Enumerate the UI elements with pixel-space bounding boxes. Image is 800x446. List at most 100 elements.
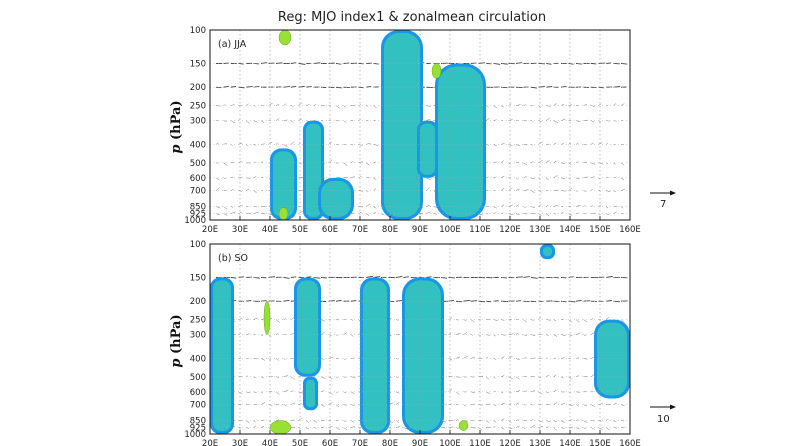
wind-vector — [245, 86, 253, 88]
wind-vector — [515, 62, 523, 64]
wind-vector — [275, 332, 279, 335]
wind-vector — [493, 206, 497, 209]
wind-vector — [230, 104, 235, 106]
wind-vector — [320, 390, 324, 393]
x-tick-label: 40E — [262, 439, 278, 446]
wind-vector — [290, 376, 295, 380]
wind-vector — [245, 103, 249, 106]
wind-vector — [575, 419, 579, 421]
wind-vector — [493, 176, 497, 179]
wind-vector — [613, 403, 617, 405]
wind-vector — [508, 103, 512, 106]
wind-vector — [448, 333, 452, 335]
wind-vector — [613, 190, 617, 193]
wind-vector — [575, 319, 580, 323]
wind-vector — [335, 63, 342, 65]
wind-vector — [268, 102, 273, 106]
wind-vector — [253, 425, 257, 428]
wind-vector — [343, 420, 346, 422]
wind-vector — [290, 390, 294, 393]
wind-vector — [328, 376, 333, 379]
x-tick-label: 150E — [589, 439, 611, 446]
wind-vector — [575, 332, 581, 335]
wind-vector — [380, 213, 385, 216]
y-tick-label: 700 — [190, 401, 206, 411]
y-tick-label: 250 — [190, 102, 206, 112]
wind-vector — [350, 376, 356, 378]
wind-vector — [253, 144, 257, 146]
wind-vector — [560, 334, 566, 336]
y-tick-label: 400 — [190, 140, 206, 150]
wind-vector — [350, 404, 355, 406]
wind-vector — [620, 162, 625, 166]
wind-vector — [508, 403, 511, 405]
y-axis-label-jja: p (hPa) — [169, 100, 184, 153]
wind-vector — [500, 334, 506, 336]
wind-vector — [448, 300, 455, 302]
wind-vector — [358, 86, 364, 89]
x-tick-label: 30E — [232, 439, 248, 446]
y-tick-label: 500 — [190, 159, 206, 169]
wind-vector — [523, 104, 527, 106]
wind-vector — [500, 105, 505, 108]
wind-vector — [455, 419, 459, 421]
wind-vector — [575, 357, 580, 359]
wind-vector — [590, 205, 594, 207]
x-tick-label: 160E — [619, 439, 641, 446]
wind-vector — [560, 118, 566, 121]
wind-vector — [485, 118, 490, 121]
wind-vector — [343, 332, 347, 335]
wind-vector — [448, 277, 455, 279]
wind-vector — [448, 388, 453, 393]
wind-vector — [560, 318, 564, 320]
wind-vector — [328, 159, 333, 163]
wind-vector — [238, 276, 245, 278]
wind-vector — [313, 104, 317, 106]
wind-vector — [605, 427, 610, 431]
wind-vector — [373, 161, 376, 164]
wind-vector — [523, 162, 528, 166]
wind-vector — [290, 86, 297, 88]
wind-vector — [335, 391, 338, 394]
wind-vector — [620, 177, 625, 180]
wind-vector — [538, 420, 543, 423]
y-tick-label: 150 — [190, 273, 206, 283]
wind-vector — [215, 187, 220, 191]
wind-vector — [500, 375, 505, 378]
wind-vector — [530, 376, 535, 378]
wind-vector — [583, 205, 586, 207]
wind-vector — [373, 206, 377, 209]
shaded-region-core — [297, 280, 318, 374]
wind-vector — [275, 376, 279, 378]
wind-vector — [523, 375, 527, 378]
shaded-region-core — [438, 66, 483, 217]
wind-vector — [215, 119, 219, 121]
wind-vector — [395, 376, 399, 378]
wind-vector — [350, 176, 355, 179]
wind-vector — [560, 427, 565, 429]
wind-vector — [500, 427, 505, 430]
wind-vector — [560, 300, 567, 303]
wind-vector — [365, 213, 370, 217]
wind-vector — [493, 212, 496, 214]
wind-vector — [575, 427, 580, 430]
wind-vector — [425, 187, 431, 191]
shaded-region-core — [420, 123, 435, 175]
wind-vector — [530, 206, 535, 208]
wind-vector — [215, 142, 219, 145]
wind-vector — [343, 358, 346, 361]
wind-vector — [560, 177, 566, 180]
wind-vector — [343, 105, 347, 108]
wind-vector — [553, 120, 559, 123]
wind-vector — [320, 426, 325, 428]
x-tick-label: 80E — [382, 439, 398, 446]
wind-vector — [515, 177, 519, 180]
wind-vector — [253, 176, 257, 179]
x-tick-label: 130E — [529, 439, 551, 446]
wind-vector — [523, 427, 526, 429]
wind-vector — [530, 161, 534, 164]
wind-vector — [493, 426, 496, 428]
wind-vector — [253, 317, 259, 320]
wind-vector — [568, 300, 576, 303]
wind-vector — [538, 141, 543, 145]
